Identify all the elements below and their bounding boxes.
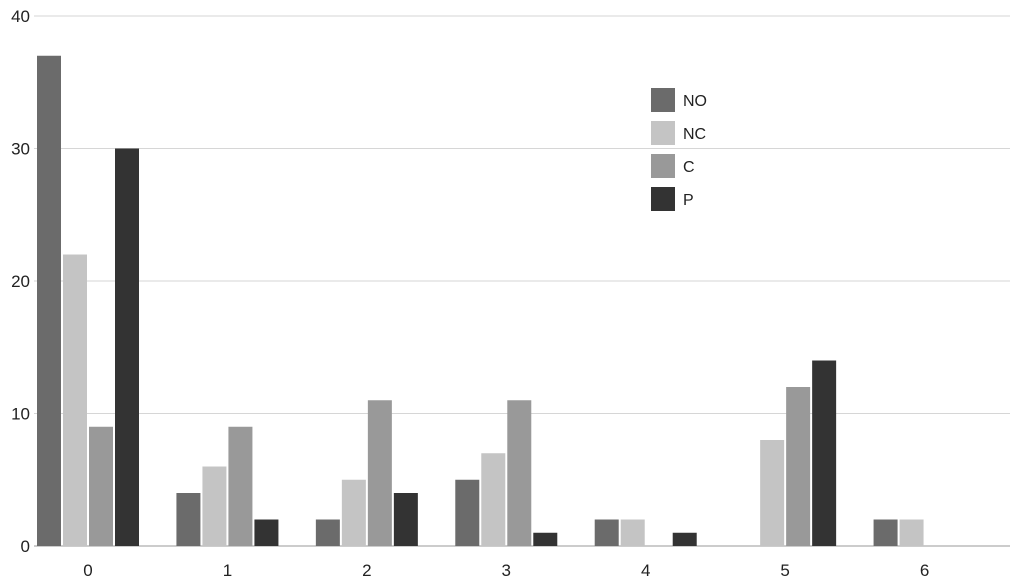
- bar-nc-1: [202, 466, 227, 546]
- bar-nc-4: [620, 519, 645, 546]
- y-tick-label: 30: [11, 140, 30, 159]
- bar-nc-2: [341, 479, 366, 546]
- bar-p-1: [254, 519, 279, 546]
- legend-swatch-c: [651, 154, 675, 178]
- bar-nc-5: [760, 440, 785, 546]
- y-tick-label: 10: [11, 405, 30, 424]
- x-tick-label: 1: [223, 561, 232, 580]
- legend-label-nc: NC: [683, 126, 706, 143]
- x-tick-label: 5: [780, 561, 789, 580]
- bar-p-4: [672, 532, 697, 546]
- bar-c-1: [228, 426, 253, 546]
- legend-swatch-no: [651, 88, 675, 112]
- bar-c-5: [786, 387, 811, 546]
- bar-no-6: [873, 519, 898, 546]
- x-tick-label: 3: [502, 561, 511, 580]
- grid-lines: [34, 15, 1010, 547]
- bar-nc-6: [899, 519, 924, 546]
- x-axis-ticks: 0 1 2 3 4 5 6: [83, 561, 929, 580]
- legend: NO NC CP: [651, 88, 707, 211]
- bar-p-0: [115, 148, 139, 546]
- legend-label-p: P: [683, 192, 694, 209]
- bar-no-4: [594, 519, 619, 546]
- x-tick-label: 2: [362, 561, 371, 580]
- y-tick-label: 0: [21, 537, 30, 556]
- bar-c-3: [507, 400, 532, 546]
- x-tick-label: 4: [641, 561, 650, 580]
- bar-p-5: [812, 360, 837, 546]
- bar-nc-3: [481, 453, 506, 546]
- bars: [37, 55, 924, 546]
- legend-swatch-p: [651, 187, 675, 211]
- bar-c-2: [367, 400, 392, 546]
- y-axis-ticks: 0 10 20 30 40: [11, 7, 30, 556]
- bar-no-2: [315, 519, 340, 546]
- bar-p-2: [393, 493, 418, 546]
- bar-c-0: [89, 426, 113, 546]
- y-tick-label: 20: [11, 272, 30, 291]
- x-tick-label: 0: [83, 561, 92, 580]
- legend-swatch-nc: [651, 121, 675, 145]
- x-tick-label: 6: [920, 561, 929, 580]
- bar-no-0: [37, 55, 61, 546]
- bar-no-1: [176, 493, 201, 546]
- legend-label-no: NO: [683, 93, 707, 110]
- bar-nc-0: [63, 254, 87, 546]
- legend-label-c: C: [683, 159, 695, 176]
- bar-no-3: [455, 479, 480, 546]
- bar-p-3: [533, 532, 558, 546]
- y-tick-label: 40: [11, 7, 30, 26]
